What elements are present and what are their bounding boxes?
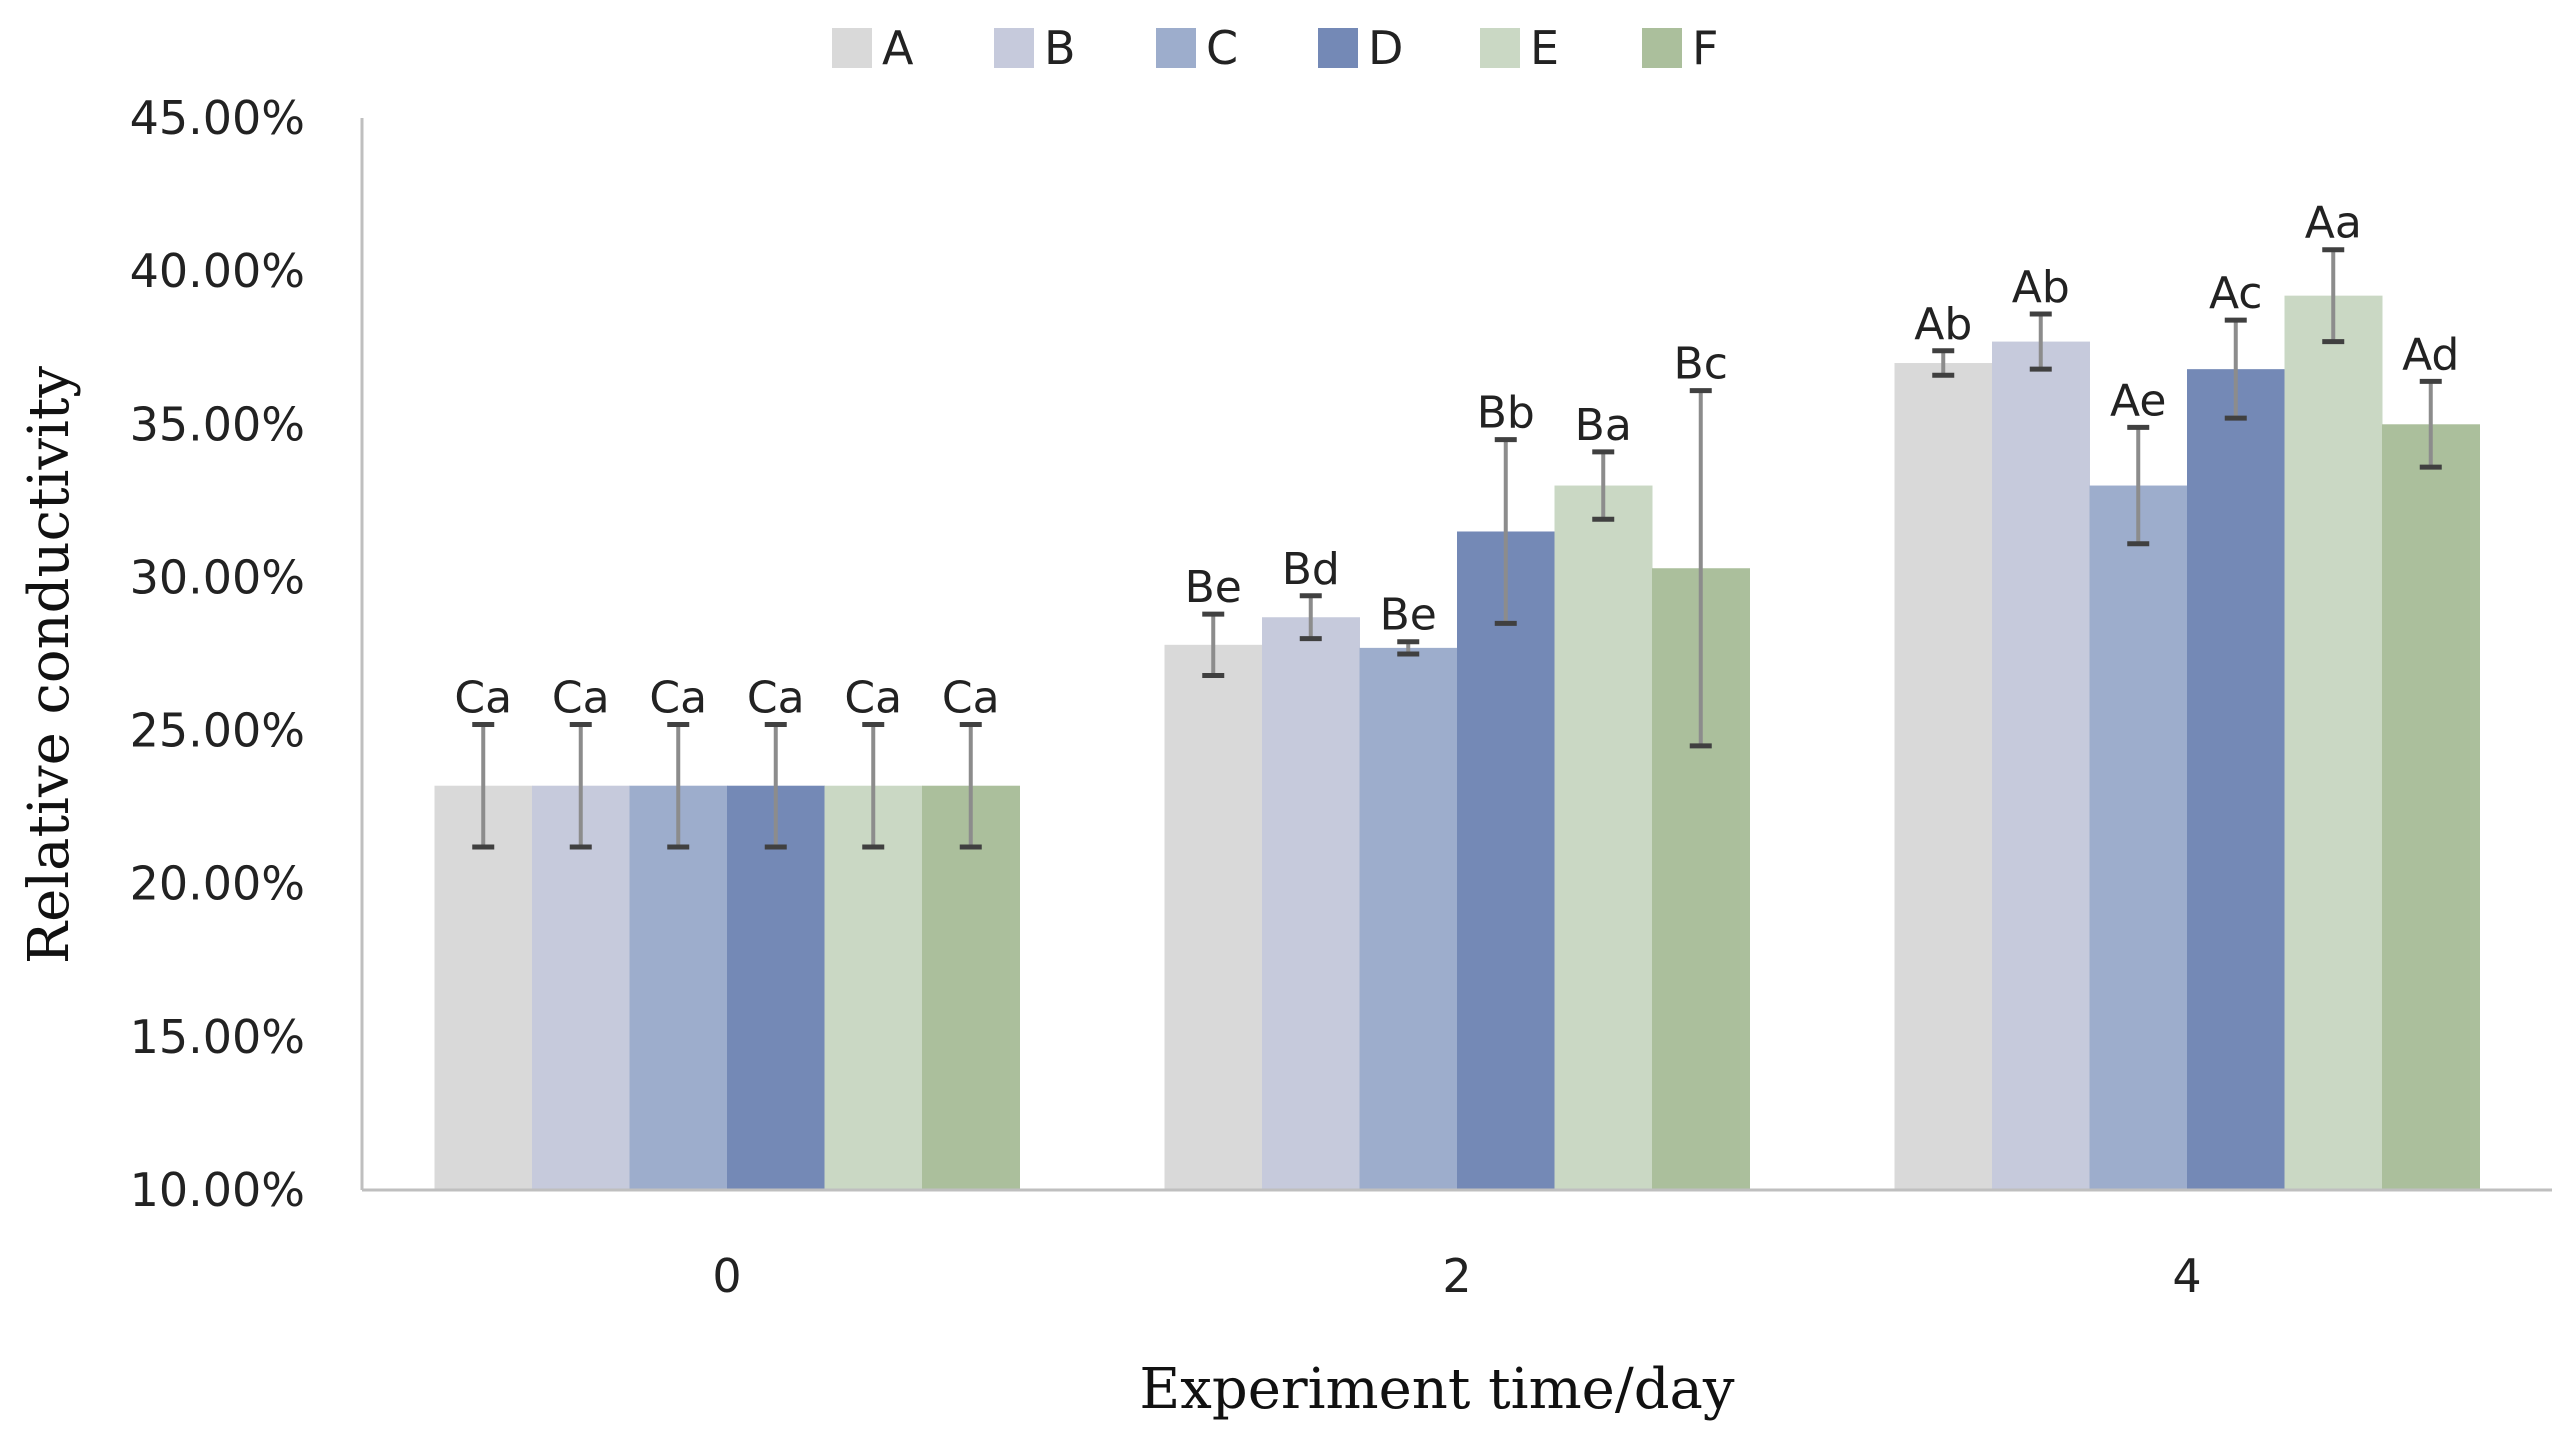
legend-swatch xyxy=(994,28,1034,68)
y-axis-title: Relative conductivity xyxy=(17,366,82,964)
y-tick-label: 20.00% xyxy=(130,857,305,911)
error-bar xyxy=(1932,348,1955,378)
bar xyxy=(1164,644,1263,1190)
bar xyxy=(824,785,923,1190)
legend-swatch xyxy=(1642,28,1682,68)
bar xyxy=(434,785,533,1190)
legend-label: F xyxy=(1692,21,1718,75)
error-bar xyxy=(569,721,592,850)
significance-label: Be xyxy=(1185,562,1242,613)
bar xyxy=(2382,424,2480,1190)
error-bar xyxy=(667,721,690,850)
legend-label: E xyxy=(1530,21,1559,75)
bar xyxy=(2187,369,2285,1190)
legend-label: A xyxy=(882,21,914,75)
y-tick-label: 10.00% xyxy=(130,1163,305,1217)
bar xyxy=(1992,341,2090,1190)
legend-item: C xyxy=(1156,21,1238,75)
significance-label: Ca xyxy=(844,672,902,723)
x-tick-label: 0 xyxy=(712,1249,741,1303)
error-bar xyxy=(2419,378,2442,470)
error-bar xyxy=(1592,449,1615,522)
y-tick-label: 15.00% xyxy=(130,1010,305,1064)
bars: Ca Ca Ca Ca Ca Ca Be Bd Be Bb Ba Bc Ab Ab Ae Ac Aa Ad xyxy=(434,198,2480,1190)
x-axis-ticks: 0 2 4 xyxy=(712,1249,2201,1303)
significance-label: Ca xyxy=(454,672,512,723)
error-bar xyxy=(472,721,495,850)
significance-label: Ca xyxy=(552,672,610,723)
significance-label: Ac xyxy=(2209,268,2263,319)
legend-item: E xyxy=(1480,21,1559,75)
legend-swatch xyxy=(1480,28,1520,68)
legend-swatch xyxy=(1318,28,1358,68)
legend-item: A xyxy=(832,21,914,75)
bar xyxy=(629,785,728,1190)
legend-label: B xyxy=(1044,21,1076,75)
bar xyxy=(1457,531,1555,1190)
significance-label: Ae xyxy=(2110,375,2166,426)
bar xyxy=(922,785,1020,1190)
error-bar xyxy=(2322,247,2345,345)
error-bar xyxy=(1494,437,1517,626)
significance-label: Ba xyxy=(1575,400,1632,451)
axes xyxy=(360,118,2552,1192)
significance-label: Ca xyxy=(942,672,1000,723)
error-bar xyxy=(1689,388,1712,749)
x-axis-title: Experiment time/day xyxy=(1139,1357,1735,1422)
y-tick-label: 30.00% xyxy=(130,550,305,604)
bar xyxy=(1894,363,1993,1190)
bar xyxy=(2284,295,2383,1190)
significance-label: Be xyxy=(1380,590,1437,641)
legend: A B C D E F xyxy=(832,21,1718,75)
error-bar xyxy=(2224,317,2247,421)
y-tick-label: 45.00% xyxy=(130,91,305,145)
y-tick-label: 40.00% xyxy=(130,244,305,298)
error-bar xyxy=(1299,593,1322,642)
legend-label: C xyxy=(1206,21,1238,75)
significance-label: Bb xyxy=(1477,388,1535,439)
x-tick-label: 2 xyxy=(1442,1249,1471,1303)
legend-item: B xyxy=(994,21,1076,75)
bar xyxy=(1359,647,1458,1190)
significance-label: Bc xyxy=(1674,339,1728,390)
bar xyxy=(727,785,825,1190)
error-bar xyxy=(1397,639,1420,657)
significance-label: Ab xyxy=(2012,262,2070,313)
y-tick-label: 25.00% xyxy=(130,704,305,758)
error-bar xyxy=(2127,424,2150,547)
y-tick-label: 35.00% xyxy=(130,397,305,451)
significance-label: Ca xyxy=(649,672,707,723)
legend-item: D xyxy=(1318,21,1403,75)
significance-label: Bd xyxy=(1282,544,1340,595)
legend-swatch xyxy=(1156,28,1196,68)
bar xyxy=(2089,485,2188,1190)
bar xyxy=(532,785,630,1190)
significance-label: Aa xyxy=(2305,198,2362,249)
significance-label: Ca xyxy=(747,672,805,723)
significance-label: Ad xyxy=(2402,329,2459,380)
error-bar xyxy=(764,721,787,850)
legend-item: F xyxy=(1642,21,1718,75)
error-bar xyxy=(862,721,885,850)
x-tick-label: 4 xyxy=(2172,1249,2201,1303)
bar xyxy=(1262,617,1360,1190)
y-axis-ticks: 10.00% 15.00% 20.00% 25.00% 30.00% 35.00% 40.0… xyxy=(130,91,305,1217)
bar xyxy=(1554,485,1653,1190)
error-bar xyxy=(2029,311,2052,372)
error-bar xyxy=(959,721,982,850)
error-bar xyxy=(1202,611,1225,678)
legend-swatch xyxy=(832,28,872,68)
significance-label: Ab xyxy=(1914,299,1972,350)
legend-label: D xyxy=(1368,21,1403,75)
